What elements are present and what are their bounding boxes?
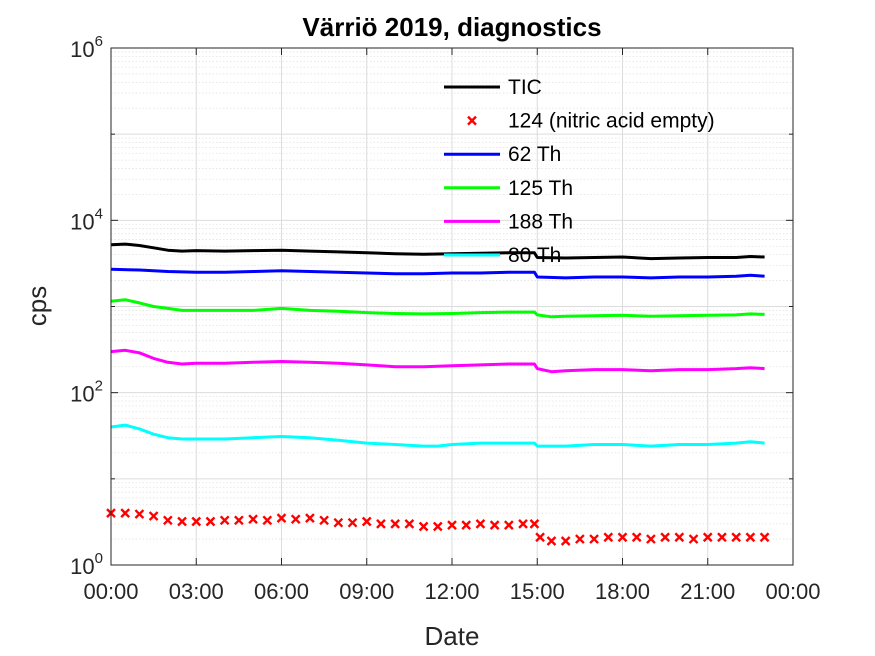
x-tick-label: 21:00 <box>680 579 735 604</box>
series-marker <box>276 513 287 523</box>
series-marker <box>603 532 614 543</box>
x-axis-label: Date <box>425 621 480 651</box>
x-tick-label: 00:00 <box>765 579 820 604</box>
series-marker <box>290 514 301 525</box>
grid <box>111 48 793 565</box>
series-marker <box>120 508 131 518</box>
series-marker <box>731 532 742 543</box>
y-tick-label: 100 <box>70 550 103 579</box>
chart-title: Värriö 2019, diagnostics <box>302 12 601 42</box>
series-marker <box>535 532 545 543</box>
x-tick-label: 09:00 <box>339 579 394 604</box>
series-marker <box>717 532 727 543</box>
series-marker <box>347 517 358 528</box>
series-marker <box>162 515 173 526</box>
series-marker <box>745 532 756 543</box>
series-marker <box>432 521 443 532</box>
series-marker <box>447 520 457 531</box>
legend-label: 62 Th <box>508 143 561 166</box>
x-tick-labels: 00:00 03:00 06:00 09:00 12:00 15:00 18:00 21:00… <box>83 579 820 604</box>
series-marker <box>575 534 585 544</box>
series-marker <box>589 534 599 544</box>
series-marker <box>617 532 628 543</box>
series-marker <box>219 515 230 526</box>
series-marker <box>660 532 670 543</box>
series-marker <box>503 520 514 531</box>
legend-label: 124 (nitric acid empty) <box>508 110 715 133</box>
series-marker <box>702 532 713 543</box>
series-marker <box>418 521 429 532</box>
series-marker <box>404 519 415 529</box>
series-marker <box>333 517 344 528</box>
series-marker <box>148 511 159 521</box>
series-marker <box>234 515 244 526</box>
y-tick-label: 106 <box>70 33 103 62</box>
series-marker <box>248 514 258 525</box>
series-line <box>110 348 765 374</box>
series-marker <box>475 519 486 529</box>
series-marker <box>305 513 315 523</box>
series-marker <box>518 519 528 529</box>
x-tick-label: 03:00 <box>169 579 224 604</box>
y-tick-label: 102 <box>70 378 103 407</box>
legend-label: 125 Th <box>508 177 573 200</box>
y-axis-label: cps <box>22 286 52 326</box>
series-marker <box>461 520 472 531</box>
series-line <box>110 423 765 448</box>
series-line <box>110 298 765 319</box>
series-line <box>110 242 765 261</box>
series-line <box>110 267 765 280</box>
series-marker <box>262 515 273 526</box>
x-tick-label: 12:00 <box>424 579 479 604</box>
series-marker <box>361 516 372 527</box>
series-marker <box>631 532 642 543</box>
y-tick-label: 104 <box>70 205 103 234</box>
series-marker <box>177 516 187 527</box>
series-marker <box>390 519 401 529</box>
y-tick-labels: 100 102 104 106 <box>70 33 103 579</box>
series-marker <box>191 516 202 527</box>
legend: TIC 124 (nitric acid empty) 62 Th 125 Th 188… <box>444 76 715 267</box>
x-tick-label: 18:00 <box>595 579 650 604</box>
legend-label: TIC <box>508 76 542 99</box>
x-tick-label: 06:00 <box>254 579 309 604</box>
x-tick-label: 15:00 <box>510 579 565 604</box>
series-marker <box>134 509 145 519</box>
x-tick-label: 00:00 <box>83 579 138 604</box>
axis-ticks <box>110 47 794 566</box>
legend-swatch <box>467 115 477 126</box>
series-marker <box>376 519 386 529</box>
series-marker <box>546 536 557 546</box>
series-marker <box>529 519 540 529</box>
series-marker <box>759 532 770 543</box>
legend-label: 80 Th <box>508 244 561 267</box>
series-marker <box>646 534 656 544</box>
legend-label: 188 Th <box>508 210 573 233</box>
series-layer <box>106 242 770 546</box>
series-marker <box>319 515 329 526</box>
series-marker <box>489 520 500 531</box>
series-marker <box>674 532 685 543</box>
series-marker <box>688 534 699 544</box>
series-marker <box>205 516 216 527</box>
series-marker <box>560 536 571 546</box>
